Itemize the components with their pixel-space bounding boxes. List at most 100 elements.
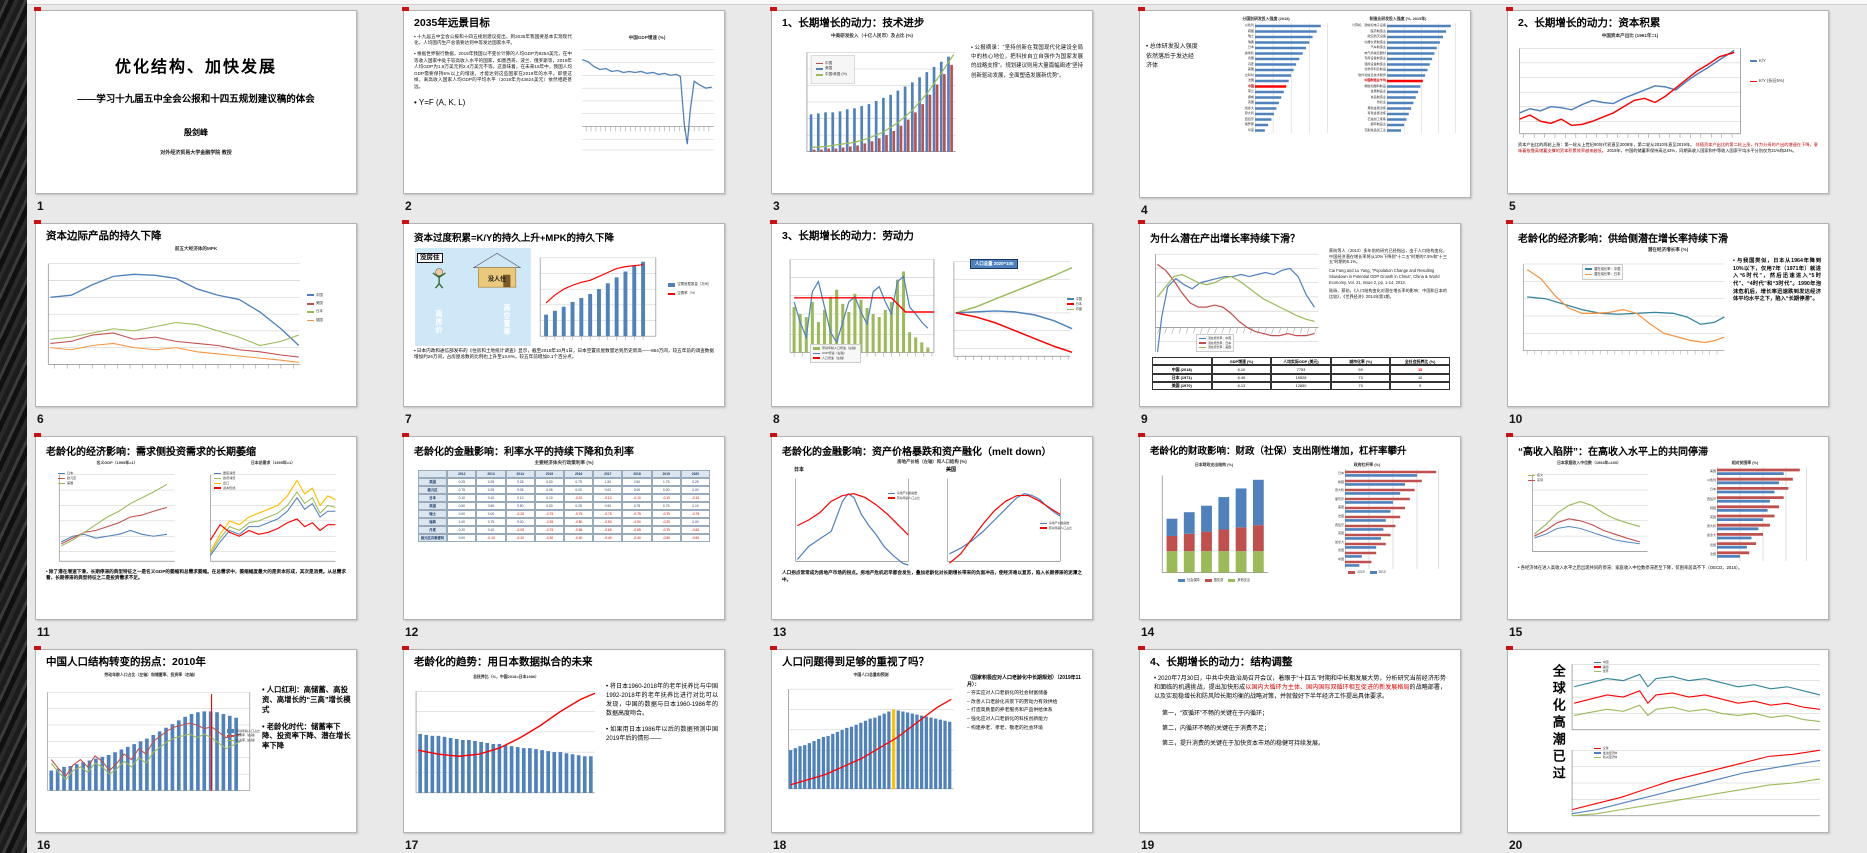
poverty-rate-chart: 相对贫困率 (%) 美国 以色列 日本 西班牙 韩国 英国 意大利 加拿大 德国 法国 (1672, 459, 1818, 563)
red-flag-icon (1138, 7, 1145, 11)
slide-title: 1、长期增长的动力：技术进步 (782, 17, 925, 29)
slide-number-8: 8 (773, 412, 780, 426)
slide-cell-10: 老龄化的经济影响：供给侧潜在增长率持续下滑 潜在经济增长率 (%) 潜在增长率：… (1506, 220, 1829, 436)
slide-number-5: 5 (1509, 199, 1516, 213)
slide-title: 人口问题得到足够的重视了吗？ (782, 656, 929, 668)
chart-legend: 全球 发达经济体 新兴经济体 (1593, 746, 1617, 760)
red-flag-icon (1506, 433, 1513, 437)
slide-thumbnail-2[interactable]: 2035年远景目标 十九届五中全会公报和十四五规划建议提出，到2035年我国要基… (403, 10, 725, 194)
slide-title: 老龄化的经济影响：需求侧投资需求的长期萎缩 (46, 447, 256, 458)
citation-text-block: 蔡昉等人（2013）多年前的研究已经指出，由于人口结构变化，中国经济潜在增长率将… (1329, 248, 1447, 300)
potential-growth-chart: 潜在增长率：中国 潜在增长率：日本 (1518, 254, 1728, 358)
slide-thumbnail-10[interactable]: 老龄化的经济影响：供给侧潜在增长率持续下滑 潜在经济增长率 (%) 潜在增长率：… (1507, 223, 1829, 407)
desktop-background-strip (0, 0, 27, 853)
slide-thumbnail-3[interactable]: 1、长期增长的动力：技术进步 中美研发投入（十亿人民币）及占比 (%) (771, 10, 1093, 194)
population-projection-chart: 中国人口总量和预测 (780, 671, 962, 799)
slide-thumbnail-15[interactable]: “高收入陷阱”：在高收入水平上的共同停滞 日本家庭收入中位数（1994年=100… (1507, 436, 1829, 620)
mpk-line-chart (47, 263, 300, 369)
red-flag-icon (1506, 220, 1513, 224)
slide-title: 老龄化的金融影响：资产价格暴跌和资产融化（melt down） (782, 447, 1052, 458)
slide-title-vertical: 全球化高潮已过 (1550, 664, 1566, 783)
slide-thumbnail-20[interactable]: 全球化高潮已过 中国 美国 世界 (1507, 649, 1829, 833)
policy-text-block: （国家积极应对人口老龄化中长期规划）（2019年11月）： 夯实应对人口老龄化的… (967, 671, 1085, 799)
red-flag-icon (1506, 646, 1513, 650)
slide-thumbnail-7[interactable]: 资本过度积累=K/Y的持久上升+MPK的持久下降 (403, 223, 725, 407)
country-rnd-intensity-chart: 分国别研发投入强度 (2018) 以色列 韩国 瑞士 瑞典 日本 奥地利 德国 丹麦 美国 比利时… (1202, 15, 1330, 197)
slide-cell-14: 老龄化的财政影响：财政（社保）支出刚性增加，杠杆率攀升 日本财政支出结构 (%) (1138, 433, 1461, 649)
slide-number-13: 13 (773, 625, 787, 639)
slide-cell-9: 为什么潜在产出增长率持续下滑？ 潜在增长率：中国 (1138, 220, 1461, 436)
rnd-investment-chart: 中美研发投入（十亿人民币）及占比 (%) 中国 (778, 32, 966, 162)
industry-labels: 计算机、通信和电子设备 医药制造业 航空航天设备 仪器仪表制造业 汽车制造业 电气机械及器… (1351, 23, 1386, 132)
slide-number-20: 20 (1509, 838, 1523, 852)
red-flag-icon (34, 220, 41, 224)
author-affiliation: 对外经济贸易大学金融学院 教授 (160, 150, 232, 156)
note-text-block: 与我国类似，日本从1964年降到10%以下，仅用7年（1971年）就进入“6时代… (1733, 254, 1821, 358)
bullet-text-block: 将日本1960-2018年的老年抚养比与中国1992-2018年的老年抚养比进行… (606, 673, 718, 801)
population-projection-chart: 人口总量 2020=100 中国 日本 印度 (948, 251, 1082, 371)
capital-output-ratio-chart: 中国资本产出比 (1961年=1) (1514, 32, 1746, 140)
slide-cell-3: 1、长期增长的动力：技术进步 中美研发投入（十亿人民币）及占比 (%) (770, 7, 1093, 223)
chart-legend: 空置房屋数量（万间） 空置率（%） (668, 248, 718, 346)
slide-number-7: 7 (405, 412, 412, 426)
line-chart (1523, 263, 1725, 355)
note-text-block: 人口拐点常常成为房地产市场的拐点。房地产危机迟早都会发生，叠加老龄化对长期增长带… (782, 570, 1082, 582)
chart-legend: 居民消费 政府消费 出口 资本形成 (214, 471, 235, 491)
slide-cell-2: 2035年远景目标 十九届五中全会公报和十四五规划建议提出，到2035年我国要基… (402, 7, 725, 223)
chart-legend: 房地产价格指数 劳动年龄人口占比 (887, 491, 920, 500)
slide-number-15: 15 (1509, 625, 1523, 639)
slide-cell-5: 2、长期增长的动力：资本积累 中国资本产出比 (1961年=1) (1506, 7, 1829, 223)
slide-thumbnail-19[interactable]: 4、长期增长的动力：结构调整 2020年7月30日，中共中央政治局召开会议，着眼… (1139, 649, 1461, 833)
chart-legend: 名义 实际 (1528, 473, 1543, 483)
country-labels: 以色列 韩国 瑞士 瑞典 日本 奥地利 德国 丹麦 美国 比利时 法国 中国 荷兰 挪威 英国 加拿大 意大利西… (1244, 23, 1254, 132)
chart-legend: 潜在增长率：中国 潜在增长率：日本 (1582, 264, 1624, 280)
fiscal-structure-chart: 日本财政支出结构 (%) (1150, 461, 1278, 583)
chart-inner-title: 人口总量 2020=100 (970, 258, 1019, 269)
red-flag-icon (34, 646, 41, 650)
manufacturing-rnd-intensity-chart: 制造业研发投入强度 (%, 2019年) 计算机、通信和电子设备 医药制造业 航空航… (1334, 15, 1462, 197)
red-flag-icon (402, 433, 409, 437)
slide-thumbnail-14[interactable]: 老龄化的财政影响：财政（社保）支出刚性增加，杠杆率攀升 日本财政支出结构 (%) (1139, 436, 1461, 620)
japan-demand-chart: 日本总需求（1995年=1） 居民消费 政府消费 出口 (198, 459, 348, 567)
bar-line-chart (47, 691, 251, 791)
slide-thumbnail-4[interactable]: 总体研发投入强度依然落后于发达经济体 分国别研发投入强度 (2018) 以色列韩… (1139, 10, 1471, 198)
slide-thumbnail-18[interactable]: 人口问题得到足够的重视了吗？ 中国人口总量和预测 （国家积极应对人 (771, 649, 1093, 833)
slide-number-1: 1 (37, 199, 44, 213)
red-flag-icon (770, 220, 777, 224)
slide-thumbnail-9[interactable]: 为什么潜在产出增长率持续下滑？ 潜在增长率：中国 (1139, 223, 1461, 407)
slide-title: 老龄化的财政影响：财政（社保）支出刚性增加，杠杆率攀升 (1150, 446, 1407, 457)
red-flag-icon (1506, 7, 1513, 11)
slide-thumbnail-5[interactable]: 2、长期增长的动力：资本积累 中国资本产出比 (1961年=1) (1507, 10, 1829, 194)
slide-grid: 优化结构、加快发展 ——学习十九届五中全会公报和十四五规划建议稿的体会 殷剑峰 … (34, 7, 1829, 853)
slide-thumbnail-12[interactable]: 老龄化的金融影响：利率水平的持续下降和负利率 主要经济体央行政策利率 (%) 2… (403, 436, 725, 620)
stacked-bar-chart (1161, 475, 1269, 574)
us-panel-chart: 美国 房地产价格指数 劳动年龄人口占比 (932, 465, 1074, 567)
chart-legend: 中国 美国 世界 (1593, 660, 1609, 674)
quote-text-block: 公报摘录：“坚持创新在我国现代化建设全局中的核心地位，把科技自立自强作为国家发展… (971, 32, 1083, 162)
paired-hbar-chart (1345, 469, 1439, 569)
presentation-subtitle: ——学习十九届五中全会公报和十四五规划建议稿的体会 (77, 94, 315, 105)
slide-thumbnail-8[interactable]: 3、长期增长的动力：劳动力 劳动年龄人口增速（左轴） (771, 223, 1093, 407)
japan-panel-chart: 日本 房地产价格指数 劳动年龄人口占比 (780, 465, 922, 567)
hbar-chart (1255, 23, 1328, 133)
slide-thumbnail-16[interactable]: 中国人口结构转变的拐点：2010年 劳动年龄人口占比（左轴）和储蓄率、投资率（右… (35, 649, 357, 833)
red-flag-icon (1138, 646, 1145, 650)
trade-openness-chart (1571, 663, 1820, 731)
point-3: 第三，提升消费的关键在于加快资本市场的稳健可持续发展。 (1162, 741, 1325, 748)
red-flag-icon (770, 433, 777, 437)
slide-number-17: 17 (405, 838, 419, 852)
slide-thumbnail-6[interactable]: 资本边际产品的持久下降 前五大经济体的MPK 中国 美国 (35, 223, 357, 407)
slide-cell-7: 资本过度积累=K/Y的持久上升+MPK的持久下降 (402, 220, 725, 436)
bullet-text-block: 人口红利：高储蓄、高投资、高增长的“三高”增长模式 老龄化时代：储蓄率下降、投资… (262, 671, 352, 801)
slide-number-3: 3 (773, 199, 780, 213)
chart-legend: 社会保障 国债费 其他支出 (1150, 578, 1278, 583)
slide-thumbnail-13[interactable]: 老龄化的金融影响：资产价格暴跌和资产融化（melt down） 房地产价格（左轴… (771, 436, 1093, 620)
line-chart (209, 474, 336, 562)
slide-thumbnail-11[interactable]: 老龄化的经济影响：需求侧投资需求的长期萎缩 名义GDP（1995年=1） 日本 (35, 436, 357, 620)
slide-thumbnail-1[interactable]: 优化结构、加快发展 ——学习十九届五中全会公报和十四五规划建议稿的体会 殷剑峰 … (35, 10, 357, 194)
demographic-turning-point-chart: 劳动年龄人口占比（左轴）和储蓄率、投资率（右轴） 劳动年龄人口占比 储蓄率（右轴… (44, 671, 260, 801)
chart-title: 前五大经济体的MPK (174, 245, 218, 251)
line-chart (1532, 474, 1648, 552)
slide-thumbnail-17[interactable]: 老龄化的趋势：用日本数据拟合的未来 总抚养比（%，中国2018=日本1986） … (403, 649, 725, 833)
